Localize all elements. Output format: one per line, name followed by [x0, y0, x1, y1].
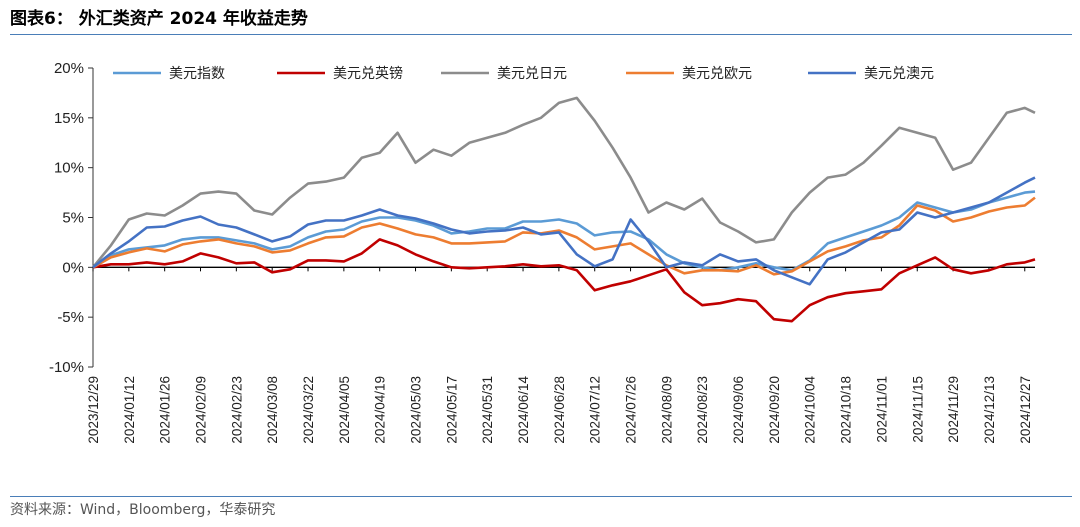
- legend-label: 美元兑日元: [497, 66, 567, 82]
- y-tick-label: 10%: [54, 160, 84, 177]
- x-tick-label: 2024/09/20: [767, 376, 782, 444]
- y-tick-label: -10%: [49, 359, 84, 376]
- line-chart: -10% -5% 0% 5% 10% 15% 20% 2023/12/29 2024/01/12…: [49, 60, 1036, 444]
- x-tick-label: 2024/06/14: [516, 376, 531, 444]
- x-tick-label: 2024/04/19: [373, 376, 388, 444]
- x-tick-label: 2024/08/09: [659, 376, 674, 444]
- x-tick-label: 2024/07/26: [624, 376, 639, 444]
- source-note: 资料来源：Wind，Bloomberg，华泰研究: [10, 502, 276, 518]
- footer-rule: [10, 496, 1072, 497]
- x-tick-label: 2024/02/23: [229, 376, 244, 444]
- legend-label: 美元指数: [169, 66, 225, 82]
- x-tick-label: 2024/01/12: [122, 376, 137, 444]
- legend-label: 美元兑欧元: [682, 66, 752, 82]
- legend-label: 美元兑英镑: [333, 65, 403, 82]
- y-tick-label: 15%: [54, 110, 84, 127]
- series-line-4: [92, 196, 1036, 276]
- y-tick-label: 0%: [62, 259, 84, 276]
- x-tick-label: 2024/08/23: [695, 376, 710, 444]
- y-tick-label: -5%: [57, 309, 84, 326]
- x-tick-label: 2024/01/26: [158, 376, 173, 444]
- legend-label: 美元兑澳元: [864, 66, 934, 82]
- x-tick-label: 2024/05/17: [444, 376, 459, 444]
- series-line-2: [92, 238, 1036, 323]
- x-tick-label: 2023/12/29: [86, 376, 101, 444]
- x-tick-label: 2024/05/03: [409, 376, 424, 444]
- x-tick-label: 2024/11/29: [946, 376, 961, 443]
- x-tick-label: 2024/11/15: [910, 376, 925, 443]
- x-tick-label: 2024/12/27: [1018, 376, 1033, 444]
- x-tick-label: 2024/06/28: [552, 376, 567, 444]
- chart-axes: -10% -5% 0% 5% 10% 15% 20% 2023/12/29 2024/01/12…: [49, 60, 1035, 444]
- x-tick-label: 2024/10/18: [839, 376, 854, 444]
- x-tick-label: 2024/03/08: [265, 376, 280, 444]
- x-tick-label: 2024/11/01: [874, 376, 889, 443]
- x-tick-label: 2024/10/04: [803, 376, 818, 444]
- x-tick-label: 2024/04/05: [337, 376, 352, 444]
- x-tick-label: 2024/12/13: [982, 376, 997, 444]
- chart-title: 图表6： 外汇类资产 2024 年收益走势: [10, 9, 308, 29]
- chart-legend: 美元指数 美元兑英镑 美元兑日元 美元兑欧元 美元兑澳元: [113, 65, 934, 82]
- x-tick-label: 2024/05/31: [480, 376, 495, 444]
- y-tick-label: 5%: [62, 210, 84, 227]
- header-rule: [10, 34, 1072, 35]
- x-tick-label: 2024/03/22: [301, 376, 316, 444]
- x-tick-label: 2024/02/09: [194, 376, 209, 444]
- y-tick-label: 20%: [54, 60, 84, 77]
- x-tick-label: 2024/07/12: [588, 376, 603, 444]
- x-tick-label: 2024/09/06: [731, 376, 746, 444]
- series-line-5: [92, 176, 1036, 286]
- series-line-3: [91, 96, 1036, 269]
- chart-series: [91, 96, 1036, 323]
- series-line-1: [92, 190, 1036, 272]
